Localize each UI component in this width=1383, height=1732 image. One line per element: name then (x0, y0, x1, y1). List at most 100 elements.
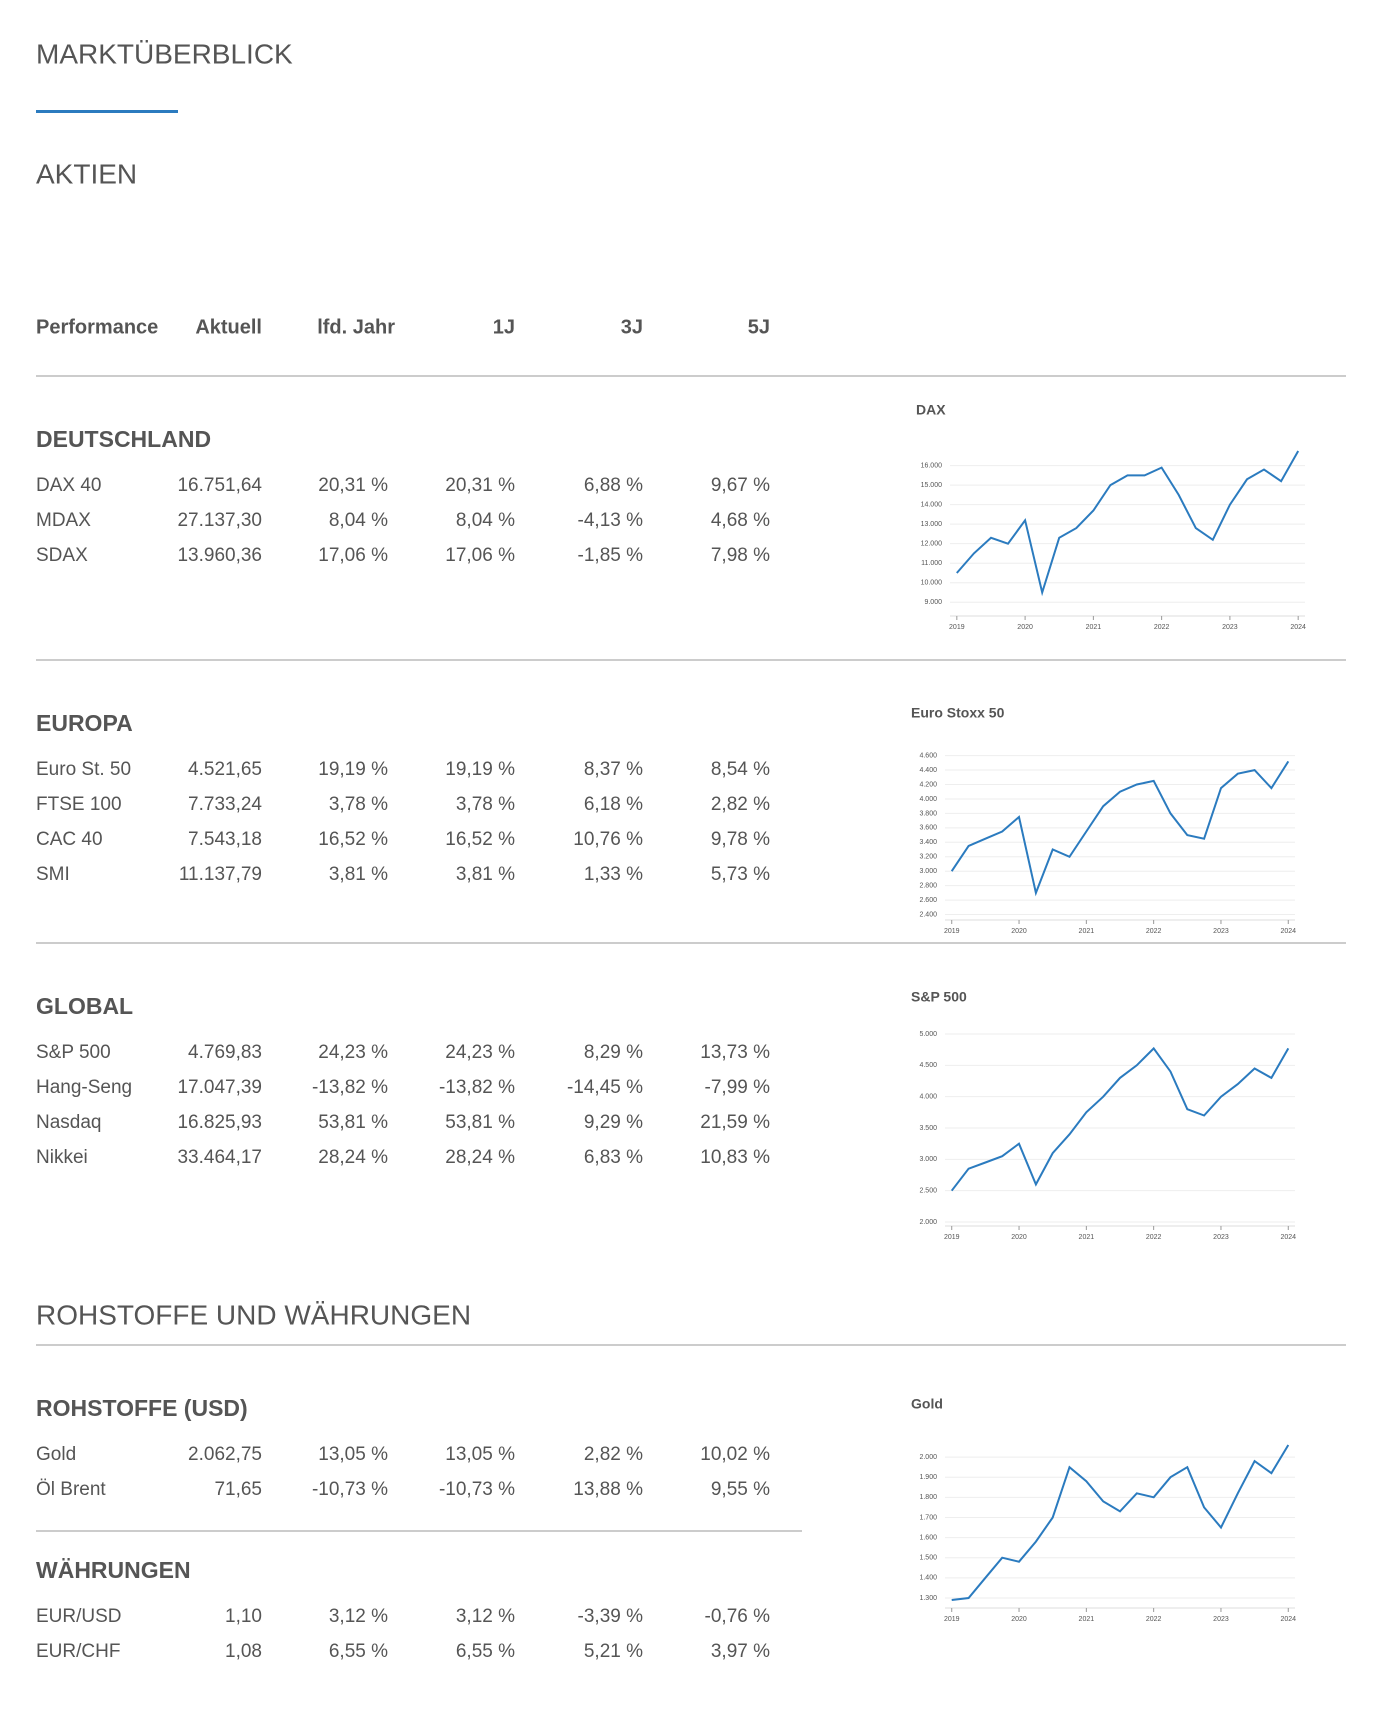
cell: 2.062,75 (188, 1444, 262, 1465)
cell: 9,55 % (711, 1479, 770, 1500)
section-title: ROHSTOFFE UND WÄHRUNGEN (36, 1299, 471, 1330)
x-tick-label: 2023 (1213, 1234, 1229, 1241)
x-tick-label: 2019 (944, 928, 960, 935)
cell: 53,81 % (445, 1112, 515, 1133)
group-heading: ROHSTOFFE (USD) (36, 1395, 248, 1421)
cell: 7,98 % (711, 545, 770, 566)
cell: 28,24 % (318, 1147, 388, 1168)
row-label: MDAX (36, 510, 91, 531)
row-label: FTSE 100 (36, 794, 122, 815)
cell: 8,29 % (584, 1042, 643, 1063)
cell: 16.751,64 (177, 475, 262, 496)
cell: 27.137,30 (177, 510, 262, 531)
y-tick-label: 1.400 (919, 1575, 937, 1582)
cell: 5,73 % (711, 864, 770, 885)
y-tick-label: 3.400 (919, 839, 937, 846)
cell: 10,76 % (573, 829, 643, 850)
cell: 1,33 % (584, 864, 643, 885)
row-label: EUR/CHF (36, 1641, 120, 1662)
y-tick-label: 1.600 (919, 1534, 937, 1541)
cell: 3,78 % (329, 794, 388, 815)
y-tick-label: 2.400 (919, 911, 937, 918)
cell: 13,05 % (318, 1444, 388, 1465)
price-line (956, 450, 1300, 597)
x-tick-label: 2021 (1086, 624, 1102, 631)
cell: 8,54 % (711, 759, 770, 780)
cell: 9,29 % (584, 1112, 643, 1133)
y-tick-label: 1.800 (919, 1494, 937, 1501)
cell: -4,13 % (578, 510, 644, 531)
x-tick-label: 2020 (1017, 624, 1033, 631)
cell: 17.047,39 (177, 1077, 262, 1098)
cell: 20,31 % (318, 475, 388, 496)
y-tick-label: 3.000 (919, 868, 937, 875)
y-tick-label: 2.500 (919, 1188, 937, 1195)
cell: 11.137,79 (179, 864, 262, 885)
x-tick-label: 2021 (1079, 1234, 1095, 1241)
y-tick-label: 11.000 (921, 560, 942, 567)
cell: -13,82 % (439, 1077, 515, 1098)
cell: 3,81 % (456, 864, 515, 885)
cell: 6,83 % (584, 1147, 643, 1168)
cell: 53,81 % (318, 1112, 388, 1133)
row-label: Nasdaq (36, 1112, 102, 1133)
y-tick-label: 13.000 (921, 521, 943, 528)
cell: 16,52 % (318, 829, 388, 850)
y-tick-label: 3.200 (919, 854, 937, 861)
y-tick-label: 4.200 (919, 781, 937, 788)
x-tick-label: 2020 (1011, 928, 1027, 935)
cell: 6,88 % (584, 475, 643, 496)
chart-title: Euro Stoxx 50 (911, 705, 1005, 721)
x-tick-label: 2023 (1213, 928, 1229, 935)
cell: 13,73 % (700, 1042, 770, 1063)
page-title: MARKTÜBERBLICK (36, 38, 293, 69)
y-tick-label: 3.800 (919, 810, 937, 817)
x-tick-label: 2021 (1079, 928, 1095, 935)
cell: 28,24 % (445, 1147, 515, 1168)
cell: -7,99 % (705, 1077, 771, 1098)
chart-title: Gold (911, 1396, 943, 1412)
cell: -1,85 % (578, 545, 644, 566)
y-tick-label: 3.600 (919, 825, 937, 832)
cell: 2,82 % (584, 1444, 643, 1465)
row-label: Nikkei (36, 1147, 88, 1168)
cell: 24,23 % (445, 1042, 515, 1063)
cell: 3,12 % (329, 1606, 388, 1627)
cell: 6,55 % (329, 1641, 388, 1662)
column-header: Aktuell (195, 316, 262, 338)
y-tick-label: 4.000 (919, 796, 937, 803)
y-tick-label: 4.400 (919, 767, 937, 774)
x-tick-label: 2019 (949, 624, 965, 631)
cell: 3,12 % (456, 1606, 515, 1627)
cell: 4.521,65 (188, 759, 262, 780)
x-tick-label: 2024 (1280, 928, 1296, 935)
cell: 24,23 % (318, 1042, 388, 1063)
cell: 19,19 % (318, 759, 388, 780)
group-heading: EUROPA (36, 710, 133, 736)
x-tick-label: 2024 (1290, 624, 1306, 631)
row-label: Hang-Seng (36, 1077, 132, 1098)
row-label: S&P 500 (36, 1042, 111, 1063)
y-tick-label: 1.500 (919, 1555, 937, 1562)
group-heading: GLOBAL (36, 993, 133, 1019)
y-tick-label: 5.000 (919, 1031, 937, 1038)
y-tick-label: 3.000 (919, 1156, 937, 1163)
x-tick-label: 2024 (1280, 1234, 1296, 1241)
column-header: lfd. Jahr (317, 316, 395, 338)
row-label: SMI (36, 864, 70, 885)
cell: 1,10 (225, 1606, 262, 1627)
cell: 17,06 % (445, 545, 515, 566)
chart-title: S&P 500 (911, 989, 967, 1005)
chart-title: DAX (916, 402, 946, 418)
cell: -13,82 % (312, 1077, 388, 1098)
y-tick-label: 12.000 (921, 541, 943, 548)
row-label: SDAX (36, 545, 88, 566)
cell: 71,65 (214, 1479, 262, 1500)
cell: 8,04 % (456, 510, 515, 531)
y-tick-label: 15.000 (921, 482, 943, 489)
x-tick-label: 2024 (1280, 1616, 1296, 1623)
cell: 10,02 % (700, 1444, 770, 1465)
section-title: AKTIEN (36, 158, 137, 189)
y-tick-label: 2.000 (919, 1219, 937, 1226)
